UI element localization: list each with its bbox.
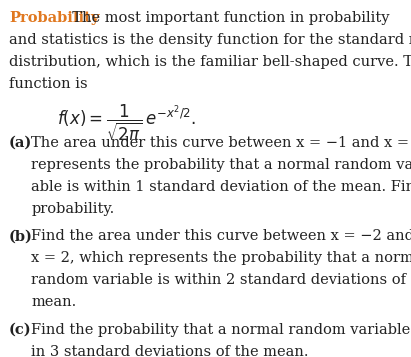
Text: Find the probability that a normal random variable is with-: Find the probability that a normal rando… (31, 323, 411, 337)
Text: random variable is within 2 standard deviations of the: random variable is within 2 standard dev… (31, 273, 411, 287)
Text: mean.: mean. (31, 295, 77, 309)
Text: in 3 standard deviations of the mean.: in 3 standard deviations of the mean. (31, 345, 309, 357)
Text: probability.: probability. (31, 202, 115, 216)
Text: (c): (c) (9, 323, 32, 337)
Text: able is within 1 standard deviation of the mean. Find this: able is within 1 standard deviation of t… (31, 180, 411, 194)
Text: distribution, which is the familiar bell-shaped curve. The: distribution, which is the familiar bell… (9, 55, 411, 69)
Text: (b): (b) (9, 229, 33, 243)
Text: x = 2, which represents the probability that a normal: x = 2, which represents the probability … (31, 251, 411, 265)
Text: Find the area under this curve between x = −2 and: Find the area under this curve between x… (31, 229, 411, 243)
Text: Probability: Probability (9, 11, 99, 25)
Text: $f(x) = \dfrac{1}{\sqrt{2\pi}}\,e^{-x^2/2}.$: $f(x) = \dfrac{1}{\sqrt{2\pi}}\,e^{-x^2/… (57, 103, 196, 144)
Text: The most important function in probability: The most important function in probabili… (62, 11, 389, 25)
Text: represents the probability that a normal random vari-: represents the probability that a normal… (31, 158, 411, 172)
Text: function is: function is (9, 77, 88, 91)
Text: (a): (a) (9, 136, 32, 150)
Text: and statistics is the density function for the standard normal: and statistics is the density function f… (9, 33, 411, 47)
Text: The area under this curve between x = −1 and x = 1: The area under this curve between x = −1… (31, 136, 411, 150)
